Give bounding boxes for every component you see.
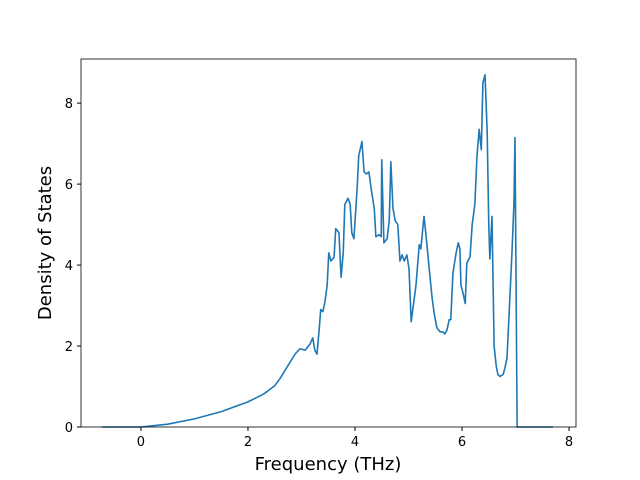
axes-frame	[80, 58, 577, 428]
y-tick-label: 8	[65, 97, 73, 112]
data-line	[101, 73, 553, 428]
x-tick-label: 0	[137, 435, 145, 450]
x-tick-label: 2	[244, 435, 252, 450]
x-axis-label: Frequency (THz)	[255, 454, 402, 475]
x-tick-label: 6	[458, 435, 466, 450]
y-tick-label: 6	[65, 178, 73, 193]
y-tick-label: 0	[65, 421, 73, 436]
y-axis-label: Density of States	[35, 166, 56, 320]
x-tick-label: 4	[351, 435, 359, 450]
y-tick-label: 4	[65, 259, 73, 274]
y-tick-label: 2	[65, 340, 73, 355]
x-tick-label: 8	[565, 435, 573, 450]
